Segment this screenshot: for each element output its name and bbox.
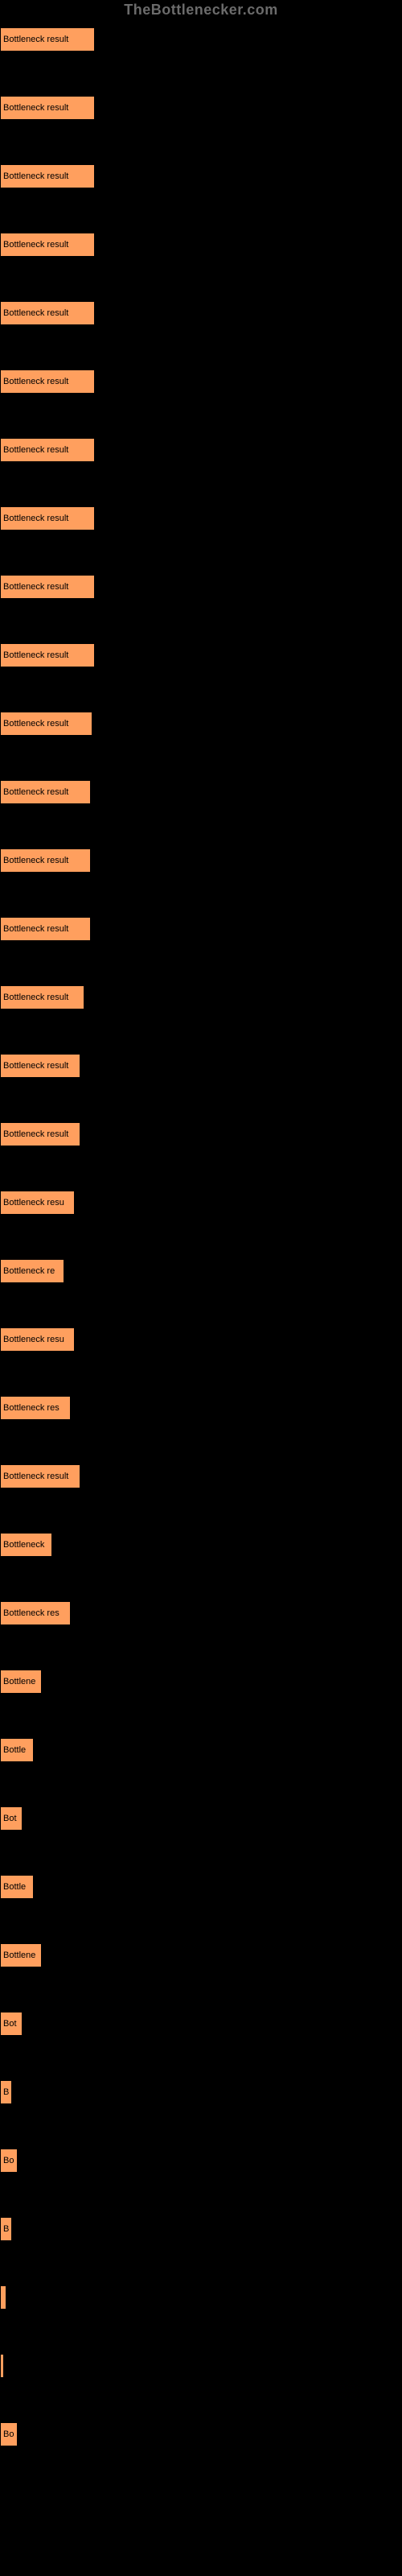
- bar-row: Bottleneck result: [0, 707, 402, 775]
- bar-row: Bottleneck res: [0, 1596, 402, 1665]
- bar: Bottleneck result: [0, 848, 91, 873]
- bar: Bottlene: [0, 1670, 42, 1694]
- bar-row: [0, 2281, 402, 2349]
- bar-row: Bottlene: [0, 1665, 402, 1733]
- bar: B: [0, 2217, 12, 2241]
- bar: Bottleneck result: [0, 96, 95, 120]
- bar-row: Bottleneck result: [0, 980, 402, 1049]
- bar-row: Bottleneck result: [0, 296, 402, 365]
- bar-row: Bottleneck resu: [0, 1323, 402, 1391]
- bar-row: Bottle: [0, 1733, 402, 1802]
- bar: Bottleneck result: [0, 164, 95, 188]
- bar: Bottle: [0, 1738, 34, 1762]
- bar-row: Bottleneck result: [0, 912, 402, 980]
- bar-row: Bottleneck result: [0, 91, 402, 159]
- bar-row: Bottleneck resu: [0, 1186, 402, 1254]
- bar-row: Bottleneck result: [0, 502, 402, 570]
- bar-row: Bo: [0, 2417, 402, 2486]
- bar: Bottlene: [0, 1943, 42, 1967]
- bar-row: Bottleneck result: [0, 228, 402, 296]
- bar: Bottleneck result: [0, 1054, 80, 1078]
- bar: Bottleneck result: [0, 780, 91, 804]
- bar-row: Bottleneck result: [0, 638, 402, 707]
- bar: B: [0, 2080, 12, 2104]
- bar: Bottleneck result: [0, 27, 95, 52]
- bar-row: Bottleneck re: [0, 1254, 402, 1323]
- bar-row: B: [0, 2075, 402, 2144]
- bar: Bottleneck res: [0, 1396, 71, 1420]
- bar-row: Bottleneck res: [0, 1391, 402, 1459]
- bar: Bottleneck result: [0, 301, 95, 325]
- bar: [0, 2354, 4, 2378]
- bar-row: Bottleneck result: [0, 570, 402, 638]
- watermark-text: TheBottlenecker.com: [124, 2, 278, 19]
- bar-row: Bo: [0, 2144, 402, 2212]
- bar-row: Bottle: [0, 1870, 402, 1938]
- bar: Bottleneck result: [0, 233, 95, 257]
- bar: Bottleneck result: [0, 712, 92, 736]
- bar: Bottleneck result: [0, 1122, 80, 1146]
- bar: Bottleneck result: [0, 1464, 80, 1488]
- bar: Bot: [0, 1806, 23, 1831]
- bar: [0, 2285, 6, 2310]
- bar-row: Bottleneck result: [0, 1459, 402, 1528]
- bar-row: [0, 2349, 402, 2417]
- bar-chart: Bottleneck result Bottleneck result Bottle…: [0, 0, 402, 2502]
- bar-row: Bottleneck result: [0, 23, 402, 91]
- bar: Bottleneck resu: [0, 1327, 75, 1352]
- bar-row: Bottlene: [0, 1938, 402, 2007]
- bar: Bo: [0, 2149, 18, 2173]
- bar: Bottleneck resu: [0, 1191, 75, 1215]
- bar-row: Bottleneck result: [0, 1049, 402, 1117]
- bar: Bottleneck result: [0, 917, 91, 941]
- bar: Bottleneck result: [0, 643, 95, 667]
- bar-row: B: [0, 2212, 402, 2281]
- bar: Bottleneck result: [0, 506, 95, 530]
- bar: Bottleneck result: [0, 575, 95, 599]
- bar-row: Bottleneck result: [0, 433, 402, 502]
- bar: Bottleneck re: [0, 1259, 64, 1283]
- bar: Bottleneck result: [0, 438, 95, 462]
- bar: Bottleneck: [0, 1533, 52, 1557]
- bar: Bot: [0, 2012, 23, 2036]
- bar-row: Bottleneck result: [0, 365, 402, 433]
- bar: Bo: [0, 2422, 18, 2446]
- bar: Bottleneck res: [0, 1601, 71, 1625]
- bar-row: Bottleneck result: [0, 159, 402, 228]
- bar-row: Bottleneck result: [0, 775, 402, 844]
- bar-row: Bot: [0, 1802, 402, 1870]
- bar-row: Bot: [0, 2007, 402, 2075]
- bar: Bottleneck result: [0, 369, 95, 394]
- bar-row: Bottleneck result: [0, 1117, 402, 1186]
- bar: Bottle: [0, 1875, 34, 1899]
- bar-row: Bottleneck: [0, 1528, 402, 1596]
- bar: Bottleneck result: [0, 985, 84, 1009]
- bar-row: Bottleneck result: [0, 844, 402, 912]
